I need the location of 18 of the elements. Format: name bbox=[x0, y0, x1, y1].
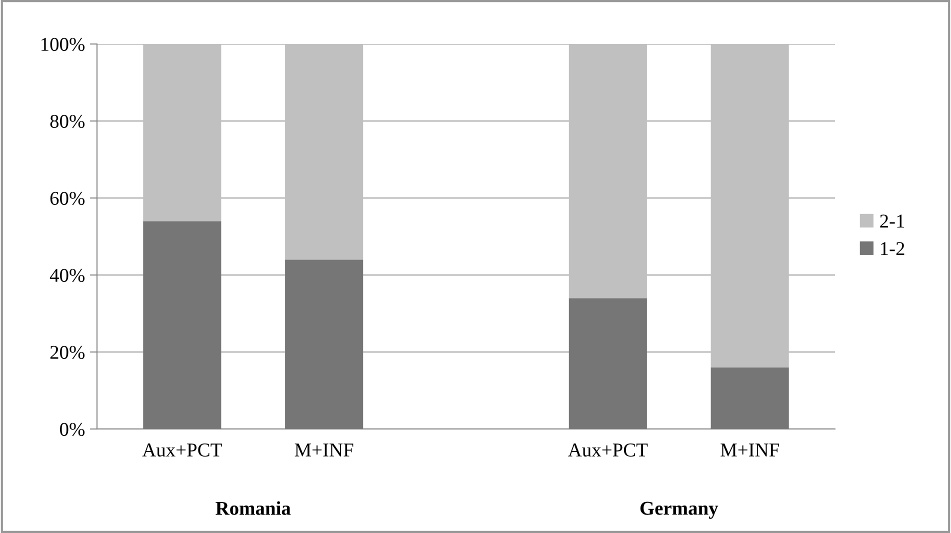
text: Romania bbox=[216, 501, 291, 515]
y-tick-label: 80% bbox=[50, 114, 85, 128]
x-tick-label: Aux+PCT bbox=[568, 444, 648, 457]
y-tick-label: 20% bbox=[50, 346, 85, 359]
bar bbox=[285, 260, 364, 429]
x-tick-label: M+INF bbox=[294, 444, 354, 456]
legend-label: 2-1 bbox=[880, 214, 904, 228]
x-tick-label: Aux+PCT bbox=[142, 444, 222, 457]
text: Germany bbox=[640, 502, 718, 519]
bar bbox=[710, 367, 789, 429]
y-tick-label: 40% bbox=[50, 268, 85, 282]
x-tick-label: M+INF bbox=[720, 444, 779, 456]
bar bbox=[568, 298, 647, 429]
y-tick-label: 100% bbox=[42, 38, 85, 51]
legend-label: 1-2 bbox=[881, 242, 904, 255]
y-tick-label: 60% bbox=[50, 192, 85, 205]
bar bbox=[143, 221, 222, 429]
y-tick-label: 0% bbox=[60, 422, 85, 436]
